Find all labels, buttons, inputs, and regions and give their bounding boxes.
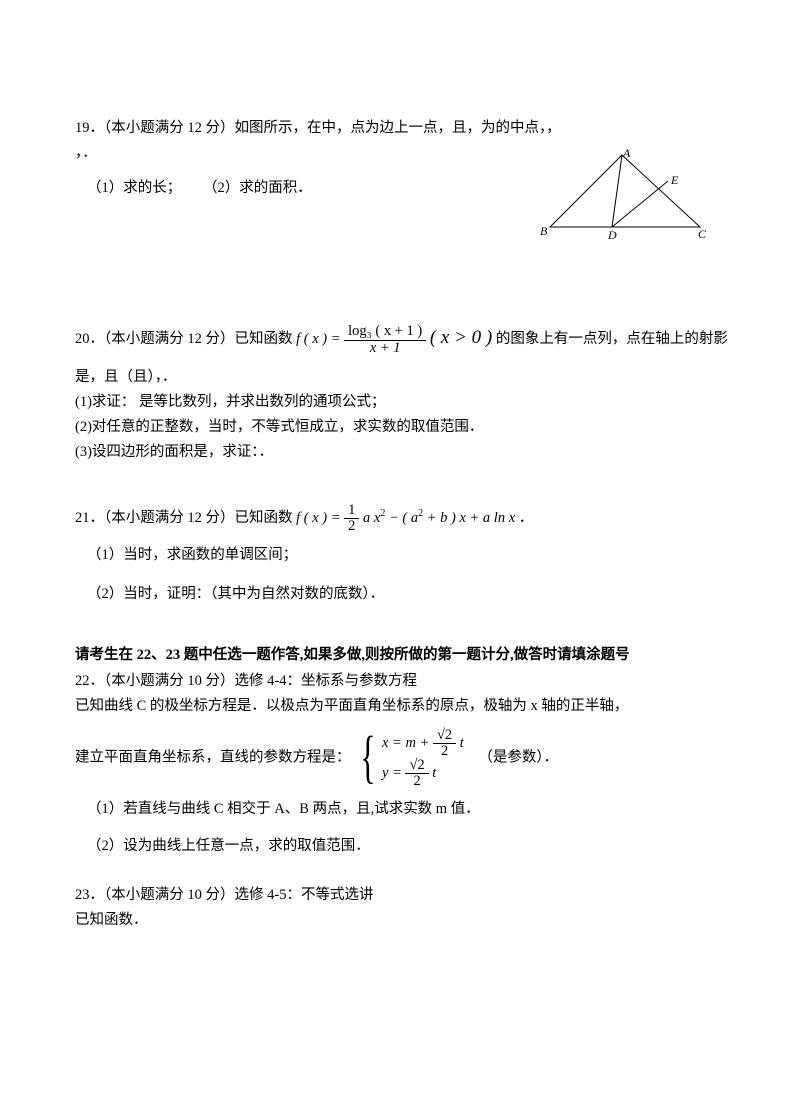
p19-q1: （1）求的长； [87,180,181,196]
problem-21: 21．（本小题满分 12 分）已知函数 f ( x ) = 1 2 a x2 −… [75,503,730,607]
equation-system: { x = m + √2 2 t [354,728,464,788]
p19-q2: （2）求的面积． [203,180,312,196]
instruction: 请考生在 22、23 题中任选一题作答,如果多做,则按所做的第一题计分,做答时请… [75,644,730,667]
label-C: C [698,227,707,241]
p22-r2: √2 [409,757,424,773]
label-D: D [607,228,617,241]
label-B: B [540,224,548,238]
triangle-figure: A B C D E [540,149,710,241]
problem-23: 23．（本小题满分 10 分）选修 4-5：不等式选讲 已知函数． [75,884,730,932]
problem-20: 20．（本小题满分 12 分）已知函数 f ( x ) = log₃ ( x +… [75,323,730,464]
p21-q2: （2）当时，证明：（其中为自然对数的底数）． [75,583,730,606]
p22-r1: √2 [437,727,452,743]
p21-sq2: 2 [418,508,423,519]
p22-l1: 22．（本小题满分 10 分）选修 4-4：坐标系与参数方程 [75,670,730,693]
p21-fr-d: 2 [348,518,355,534]
p20-line2: 是，且（且），． [75,366,730,389]
p22-x-lhs: x = m + [382,735,433,751]
p21-f2: − ( a [389,510,418,526]
p23-l1: 23．（本小题满分 10 分）选修 4-5：不等式选讲 [75,884,730,907]
p20-num: log₃ ( x + 1 ) [348,323,422,339]
p20-q2: (2)对任意的正整数，当时，不等式恒成立，求实数的取值范围． [75,416,730,439]
p22-after: （是参数）． [478,749,558,765]
p20-q1: (1)求证： 是等比数列，并求出数列的通项公式； [75,391,730,414]
p22-t2: t [432,765,436,781]
p20-pre: 20．（本小题满分 12 分）已知函数 [75,331,293,347]
p20-q3: (3)设四边形的面积是，求证：． [75,441,730,464]
p21-dot: ． [519,510,534,526]
p22-l2: 已知曲线 C 的极坐标方程是．以极点为平面直角坐标系的原点，极轴为 x 轴的正半… [75,695,730,718]
instruction-text: 请考生在 22、23 题中任选一题作答,如果多做,则按所做的第一题计分,做答时请… [75,647,630,663]
p22-d2: 2 [413,773,420,789]
p21-fr-n: 1 [348,502,355,518]
p20-den: x + 1 [370,340,401,356]
p21-f1: a x [363,510,380,526]
p19-head: 19．（本小题满分 12 分）如图所示，在中，点为边上一点，且，为的中点，， [75,117,730,140]
brace-icon: { [360,738,375,776]
p21-q1: （1）当时，求函数的单调区间； [75,544,730,567]
p22-t1: t [460,735,464,751]
p21-line1: 21．（本小题满分 12 分）已知函数 f ( x ) = 1 2 a x2 −… [75,503,730,534]
p22-q1: （1）若直线与曲线 C 相交于 A、B 两点，且,试求实数 m 值． [75,798,730,821]
p20-post: 的图象上有一点列，点在轴上的射影 [496,331,728,347]
p21-pre: 21．（本小题满分 12 分）已知函数 [75,510,293,526]
problem-22: 22．（本小题满分 10 分）选修 4-4：坐标系与参数方程 已知曲线 C 的极… [75,670,730,859]
problem-19: 19．（本小题满分 12 分）如图所示，在中，点为边上一点，且，为的中点，， ，… [75,117,730,241]
p21-f3: + b ) x + a ln x [427,510,515,526]
p22-y-lhs: y = [382,765,405,781]
page: 19．（本小题满分 12 分）如图所示，在中，点为边上一点，且，为的中点，， ，… [0,0,800,995]
label-A: A [622,149,631,160]
p22-sys-pre: 建立平面直角坐标系，直线的参数方程是： [75,749,351,765]
p20-f-lhs: f ( x ) = [296,331,344,347]
p22-d1: 2 [441,743,448,759]
p22-q2: （2）设为曲线上任意一点，求的取值范围． [75,835,730,858]
p23-l2: 已知函数． [75,909,730,932]
p22-sys-line: 建立平面直角坐标系，直线的参数方程是： { x = m + √2 2 t [75,728,730,788]
p21-sq1: 2 [380,508,385,519]
label-E: E [670,173,679,187]
p21-f0: f ( x ) = [296,510,344,526]
p20-cond: ( x > 0 ) [430,327,492,348]
p20-line1: 20．（本小题满分 12 分）已知函数 f ( x ) = log₃ ( x +… [75,323,730,355]
